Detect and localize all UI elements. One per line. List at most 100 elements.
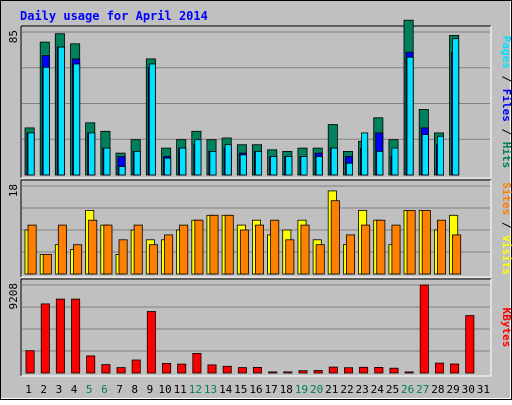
panel-axis-title: KBytes xyxy=(500,308,512,348)
bar-pages-day-21 xyxy=(330,147,338,176)
bar-kbytes-day-12 xyxy=(192,352,202,374)
bar-pages-day-22 xyxy=(345,162,353,176)
day-label-11: 11 xyxy=(174,383,187,396)
panel-hits-files-pages: 85 Pages / Files / Hits xyxy=(7,19,512,179)
bar-pages-day-6 xyxy=(103,147,111,176)
day-label-13: 13 xyxy=(204,383,217,396)
day-label-25: 25 xyxy=(386,383,399,396)
bar-pages-day-20 xyxy=(315,156,323,176)
bar-sites-day-8 xyxy=(133,224,143,275)
day-label-24: 24 xyxy=(371,383,385,396)
bar-kbytes-day-8 xyxy=(131,359,141,374)
bar-kbytes-day-30 xyxy=(465,315,475,374)
bar-pages-day-24 xyxy=(376,150,384,176)
bar-pages-day-25 xyxy=(391,147,399,176)
bar-sites-day-1 xyxy=(27,224,37,275)
bar-kbytes-day-27 xyxy=(419,284,429,374)
day-label-10: 10 xyxy=(158,383,171,396)
day-label-30: 30 xyxy=(462,383,475,396)
bar-kbytes-day-17 xyxy=(268,371,278,374)
day-label-14: 14 xyxy=(219,383,233,396)
bar-pages-day-9 xyxy=(148,63,156,176)
bar-pages-day-27 xyxy=(421,134,429,176)
axis-title-part: Visits xyxy=(500,235,512,275)
bar-kbytes-day-7 xyxy=(116,367,126,374)
axis-title-part: / xyxy=(500,122,512,142)
bar-kbytes-day-28 xyxy=(434,362,444,374)
bar-pages-day-3 xyxy=(57,46,65,176)
bar-kbytes-day-9 xyxy=(146,311,156,374)
bar-sites-day-4 xyxy=(73,244,83,275)
day-label-26: 26 xyxy=(401,383,414,396)
bar-kbytes-day-11 xyxy=(177,363,187,374)
panel-axis-title: Pages / Files / Hits xyxy=(500,36,512,169)
bar-kbytes-day-24 xyxy=(374,366,384,374)
bar-sites-day-12 xyxy=(194,219,204,275)
panel-visits-sites: 18 Sites / Visits xyxy=(7,179,512,278)
bar-sites-day-9 xyxy=(148,244,158,275)
bar-kbytes-day-2 xyxy=(40,303,50,374)
bar-sites-day-10 xyxy=(164,234,174,275)
bar-pages-day-16 xyxy=(254,150,262,176)
bar-sites-day-5 xyxy=(88,219,98,275)
bar-sites-day-16 xyxy=(254,224,264,275)
bar-sites-day-26 xyxy=(406,209,416,275)
day-label-27: 27 xyxy=(416,383,429,396)
bar-kbytes-day-14 xyxy=(222,365,232,374)
bar-sites-day-3 xyxy=(57,224,67,275)
day-label-18: 18 xyxy=(280,383,293,396)
day-label-21: 21 xyxy=(325,383,338,396)
bar-kbytes-day-4 xyxy=(71,298,81,374)
bar-pages-day-13 xyxy=(209,150,217,176)
bar-pages-day-1 xyxy=(27,132,35,176)
bar-sites-day-24 xyxy=(376,219,386,275)
bar-sites-day-22 xyxy=(345,234,355,275)
day-label-12: 12 xyxy=(189,383,202,396)
day-label-23: 23 xyxy=(355,383,368,396)
day-label-1: 1 xyxy=(25,383,32,396)
bar-pages-day-17 xyxy=(270,156,278,176)
day-label-22: 22 xyxy=(340,383,353,396)
bar-pages-day-12 xyxy=(194,139,202,176)
bar-sites-day-23 xyxy=(361,224,371,275)
bar-sites-day-21 xyxy=(330,200,340,275)
bar-sites-day-13 xyxy=(209,214,219,275)
bar-pages-day-11 xyxy=(179,147,187,176)
bar-kbytes-day-16 xyxy=(252,366,262,374)
chart-panels: 85 Pages / Files / Hits 18 Sites / Visits 92… xyxy=(7,19,512,377)
day-label-9: 9 xyxy=(147,383,154,396)
bar-sites-day-19 xyxy=(300,224,310,275)
bar-pages-day-28 xyxy=(436,135,444,176)
bar-kbytes-day-22 xyxy=(343,367,353,374)
day-label-29: 29 xyxy=(446,383,459,396)
day-label-19: 19 xyxy=(295,383,308,396)
axis-title-part: / xyxy=(500,69,512,89)
bar-pages-day-23 xyxy=(361,132,369,176)
bar-pages-day-5 xyxy=(88,132,96,176)
y-axis-max-label: 18 xyxy=(7,184,20,197)
axis-title-part: Sites xyxy=(500,182,512,215)
day-label-28: 28 xyxy=(431,383,444,396)
day-label-4: 4 xyxy=(71,383,78,396)
bar-sites-day-14 xyxy=(224,214,234,275)
bar-kbytes-day-23 xyxy=(359,366,369,374)
bar-sites-day-17 xyxy=(270,219,280,275)
bar-pages-day-14 xyxy=(224,144,232,176)
bar-pages-day-18 xyxy=(285,156,293,176)
day-axis: 1 2 3 4 5 6 7 8 9 10 11 12 13 14 15 16 17 18 19 20 21 22 23 24 2… xyxy=(25,383,490,396)
bar-sites-day-20 xyxy=(315,244,325,275)
bar-sites-day-2 xyxy=(42,253,52,275)
panel-axis-title: Sites / Visits xyxy=(500,182,512,275)
bar-pages-day-2 xyxy=(42,66,50,176)
bar-kbytes-day-10 xyxy=(162,362,172,374)
day-label-2: 2 xyxy=(40,383,47,396)
panel-kbytes: 9208 KBytes xyxy=(7,278,512,377)
bar-pages-day-4 xyxy=(73,63,81,176)
axis-title-part: Hits xyxy=(500,142,512,169)
y-axis-max-label: 85 xyxy=(7,30,20,43)
day-label-8: 8 xyxy=(131,383,138,396)
bar-pages-day-29 xyxy=(452,38,460,176)
bar-kbytes-day-6 xyxy=(101,364,111,374)
